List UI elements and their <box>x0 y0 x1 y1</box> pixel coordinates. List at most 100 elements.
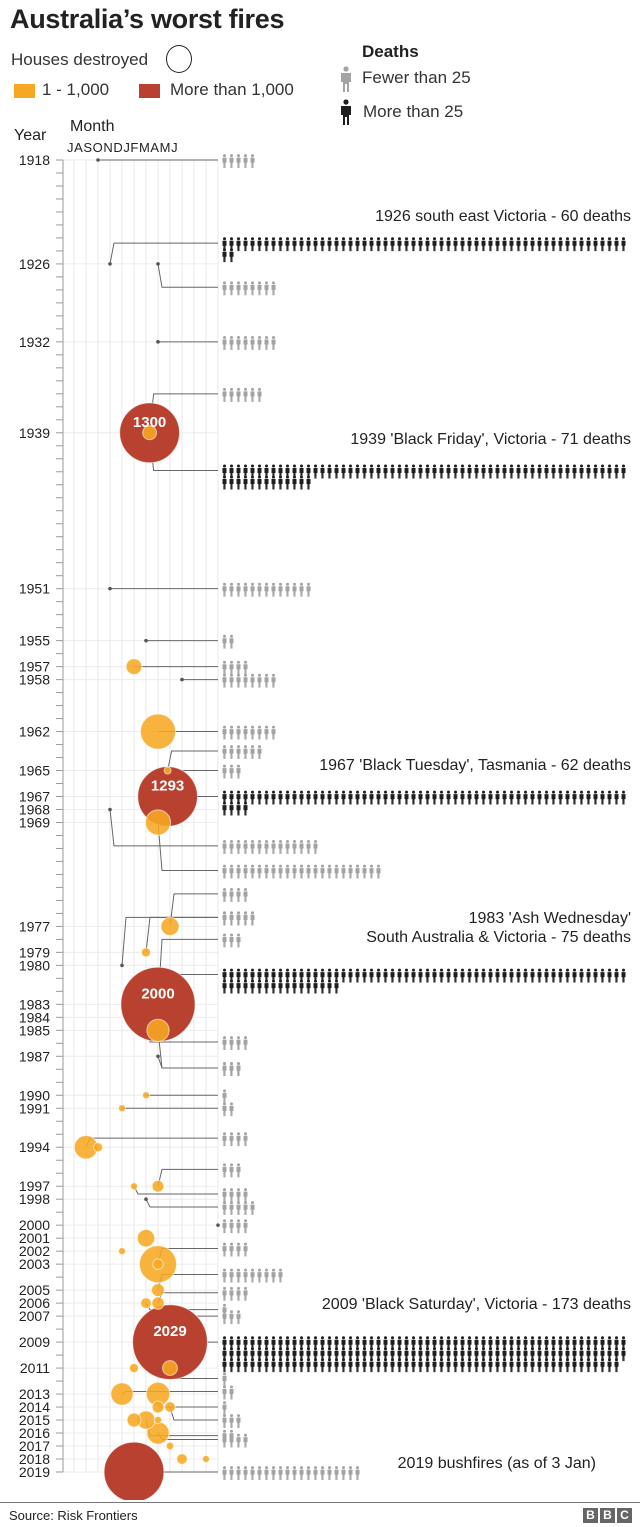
person-grey-icon <box>264 673 269 688</box>
person-grey-icon <box>250 1268 255 1283</box>
person-black-icon <box>278 237 283 252</box>
person-grey-icon <box>229 634 234 649</box>
person-grey-icon <box>257 387 262 402</box>
person-grey-icon <box>222 1102 227 1117</box>
bubble-small <box>140 947 152 958</box>
annotation-2009: 2009 'Black Saturday', Victoria - 173 de… <box>321 1296 631 1313</box>
person-black-icon <box>355 968 360 983</box>
fire-point <box>156 340 160 344</box>
annotation-1983-line1: 1983 'Ash Wednesday' <box>468 910 631 927</box>
person-black-icon <box>460 1358 465 1373</box>
bbc-logo: B B C <box>583 1508 632 1523</box>
person-black-icon <box>404 790 409 805</box>
person-grey-icon <box>292 1466 297 1480</box>
person-black-icon <box>586 237 591 252</box>
person-black-icon <box>397 790 402 805</box>
person-black-icon <box>348 968 353 983</box>
person-grey-icon <box>236 1201 241 1215</box>
person-grey-icon <box>222 864 227 879</box>
person-black-icon <box>439 1358 444 1373</box>
annotation-1926: 1926 south east Victoria - 60 deaths <box>375 208 631 225</box>
annotation-2019: 2019 bushfires (as of 3 Jan) <box>397 1455 596 1472</box>
person-black-icon <box>614 237 619 252</box>
person-black-icon <box>446 237 451 252</box>
person-black-icon <box>537 237 542 252</box>
leader-line <box>157 1292 218 1304</box>
person-black-icon <box>250 790 255 805</box>
person-black-icon <box>390 968 395 983</box>
person-black-icon <box>439 790 444 805</box>
person-grey-icon <box>278 1466 283 1480</box>
person-black-icon <box>229 979 234 994</box>
person-grey-icon <box>243 335 248 350</box>
person-grey-icon <box>222 1310 227 1325</box>
person-grey-icon <box>222 1242 227 1257</box>
person-grey-icon <box>236 745 241 760</box>
person-black-icon <box>299 979 304 994</box>
person-black-icon <box>369 237 374 252</box>
person-black-icon <box>264 790 269 805</box>
person-grey-icon <box>229 888 234 902</box>
bubble-small <box>126 1412 142 1428</box>
person-black-icon <box>593 237 598 252</box>
person-black-icon <box>516 464 521 479</box>
legend-swatch-small <box>14 84 35 98</box>
person-black-icon <box>607 968 612 983</box>
person-grey-icon <box>229 1201 234 1215</box>
person-black-icon <box>579 968 584 983</box>
person-grey-icon <box>243 281 248 296</box>
person-black-icon <box>565 790 570 805</box>
y-tick-label: 2018 <box>19 1451 50 1467</box>
y-tick-label: 2001 <box>19 1230 50 1246</box>
person-black-icon <box>509 1358 514 1373</box>
person-black-icon <box>516 968 521 983</box>
person-black-icon <box>257 1358 262 1373</box>
person-black-icon <box>285 475 290 490</box>
person-grey-icon <box>236 839 241 854</box>
person-grey-icon <box>320 864 325 879</box>
person-black-icon <box>362 464 367 479</box>
person-black-icon <box>278 790 283 805</box>
person-black-icon <box>586 464 591 479</box>
person-black-icon <box>558 237 563 252</box>
person-grey-icon <box>236 725 241 740</box>
bubble-value-label: 1293 <box>151 778 184 795</box>
person-black-icon <box>474 1358 479 1373</box>
person-black-icon <box>432 464 437 479</box>
person-grey-icon <box>229 582 234 597</box>
person-grey-icon <box>264 1268 269 1283</box>
leader-line <box>169 893 218 927</box>
person-black-icon <box>341 99 351 125</box>
person-black-icon <box>292 1358 297 1373</box>
person-grey-icon <box>243 745 248 760</box>
person-black-icon <box>327 237 332 252</box>
person-grey-icon <box>376 864 381 879</box>
person-grey-icon <box>250 911 255 926</box>
person-black-icon <box>418 464 423 479</box>
y-tick-label: 2019 <box>19 1464 50 1480</box>
person-black-icon <box>523 790 528 805</box>
person-black-icon <box>348 1358 353 1373</box>
person-black-icon <box>376 790 381 805</box>
fire-point <box>180 677 184 682</box>
y-tick-label: 2015 <box>19 1412 50 1428</box>
leader-line <box>157 822 218 872</box>
person-black-icon <box>362 1358 367 1373</box>
person-grey-icon <box>236 764 241 779</box>
person-black-icon <box>390 1358 395 1373</box>
person-black-icon <box>495 464 500 479</box>
person-grey-icon <box>278 839 283 854</box>
bubble-small <box>165 1441 175 1451</box>
person-black-icon <box>236 979 241 994</box>
person-grey-icon <box>243 1466 248 1480</box>
person-grey-icon <box>222 1219 227 1234</box>
person-grey-icon <box>257 673 262 688</box>
person-grey-icon <box>348 1466 353 1480</box>
y-tick-label: 1980 <box>19 957 50 973</box>
person-grey-icon <box>292 864 297 879</box>
person-black-icon <box>481 464 486 479</box>
person-black-icon <box>376 1358 381 1373</box>
person-grey-icon <box>222 1372 227 1387</box>
leader-line <box>133 1185 218 1195</box>
person-black-icon <box>537 1358 542 1373</box>
